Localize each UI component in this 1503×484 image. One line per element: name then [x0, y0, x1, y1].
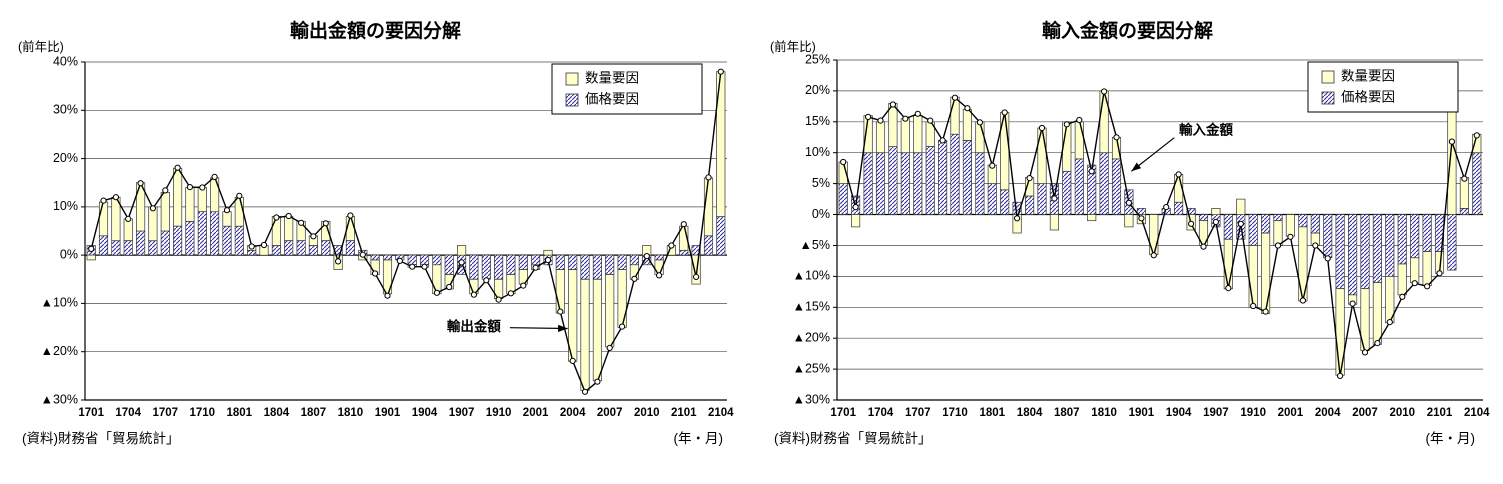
svg-text:20%: 20%: [805, 83, 830, 97]
svg-text:2101: 2101: [1427, 407, 1453, 419]
svg-text:1910: 1910: [1240, 407, 1266, 419]
import-chart-plot: ▲30% ▲25% ▲20% ▲15% ▲10% ▲5% 0% 5% 10% 15% 20% 25% 1…: [793, 52, 1491, 419]
svg-text:1801: 1801: [980, 407, 1006, 419]
import-source-note: (資料)財務省「貿易統計」: [774, 431, 932, 446]
svg-text:1707: 1707: [905, 407, 931, 419]
svg-text:数量要因: 数量要因: [585, 71, 639, 86]
svg-text:1804: 1804: [264, 407, 290, 419]
svg-text:1904: 1904: [412, 407, 438, 419]
svg-text:2004: 2004: [1315, 407, 1341, 419]
svg-text:20%: 20%: [53, 151, 78, 165]
svg-text:2104: 2104: [1464, 407, 1490, 419]
svg-text:1704: 1704: [868, 407, 894, 419]
import-xaxis-unit-note: (年・月): [1425, 431, 1476, 446]
svg-text:1710: 1710: [190, 407, 216, 419]
svg-text:▲30%: ▲30%: [41, 392, 78, 406]
svg-text:2101: 2101: [671, 407, 697, 419]
svg-text:1810: 1810: [338, 407, 364, 419]
svg-text:2004: 2004: [560, 407, 586, 419]
svg-text:1807: 1807: [1054, 407, 1080, 419]
export-chart-panel: 輸出金額の要因分解 (前年比) ▲30% ▲20% ▲10% 0% 10% 20% 30% 4…: [0, 0, 751, 484]
export-xaxis-unit-note: (年・月): [673, 431, 724, 446]
svg-text:1901: 1901: [375, 407, 401, 419]
svg-text:10%: 10%: [53, 199, 78, 213]
svg-text:1804: 1804: [1017, 407, 1043, 419]
svg-text:0%: 0%: [812, 207, 830, 221]
svg-text:▲20%: ▲20%: [793, 330, 830, 344]
svg-text:数量要因: 数量要因: [1341, 69, 1395, 84]
svg-text:1701: 1701: [830, 407, 856, 419]
svg-text:輸入金額: 輸入金額: [1179, 122, 1233, 138]
svg-text:▲20%: ▲20%: [41, 344, 78, 358]
svg-text:2007: 2007: [1352, 407, 1378, 419]
svg-text:▲10%: ▲10%: [793, 269, 830, 283]
svg-text:2010: 2010: [634, 407, 660, 419]
svg-text:1910: 1910: [486, 407, 512, 419]
svg-text:40%: 40%: [53, 54, 78, 68]
svg-text:価格要因: 価格要因: [1341, 90, 1395, 105]
import-chart-title: 輸入金額の要因分解: [1041, 21, 1213, 42]
svg-text:1704: 1704: [115, 407, 141, 419]
svg-text:2001: 2001: [523, 407, 549, 419]
svg-text:1904: 1904: [1166, 407, 1192, 419]
svg-text:輸出金額: 輸出金額: [447, 318, 501, 334]
svg-text:▲25%: ▲25%: [793, 361, 830, 375]
export-source-note: (資料)財務省「貿易統計」: [22, 431, 180, 446]
svg-text:30%: 30%: [53, 103, 78, 117]
svg-text:1701: 1701: [78, 407, 104, 419]
svg-text:1907: 1907: [1203, 407, 1229, 419]
export-chart-plot: ▲30% ▲20% ▲10% 0% 10% 20% 30% 40% 1701 1704 1707 17…: [41, 54, 735, 419]
svg-text:2007: 2007: [597, 407, 623, 419]
svg-text:▲5%: ▲5%: [800, 238, 830, 252]
svg-text:2010: 2010: [1390, 407, 1416, 419]
import-chart-panel: 輸入金額の要因分解 (前年比) ▲30% ▲25% ▲20% ▲15% ▲10% ▲5% 0…: [752, 0, 1503, 484]
svg-text:1901: 1901: [1129, 407, 1155, 419]
svg-text:5%: 5%: [812, 176, 830, 190]
export-yaxis-unit-note: (前年比): [18, 40, 64, 54]
svg-text:2001: 2001: [1278, 407, 1304, 419]
svg-text:▲30%: ▲30%: [793, 392, 830, 406]
svg-text:1801: 1801: [227, 407, 253, 419]
svg-text:1810: 1810: [1091, 407, 1117, 419]
svg-text:▲10%: ▲10%: [41, 296, 78, 310]
svg-text:1807: 1807: [301, 407, 327, 419]
svg-text:10%: 10%: [805, 145, 830, 159]
svg-text:価格要因: 価格要因: [585, 92, 639, 107]
import-yaxis-unit-note: (前年比): [770, 40, 816, 54]
svg-text:1710: 1710: [942, 407, 968, 419]
svg-text:1707: 1707: [153, 407, 179, 419]
svg-text:0%: 0%: [60, 247, 78, 261]
svg-text:15%: 15%: [805, 114, 830, 128]
export-chart-title: 輸出金額の要因分解: [289, 21, 461, 42]
svg-text:1907: 1907: [449, 407, 475, 419]
svg-text:25%: 25%: [805, 52, 830, 66]
svg-text:▲15%: ▲15%: [793, 300, 830, 314]
svg-text:2104: 2104: [708, 407, 734, 419]
